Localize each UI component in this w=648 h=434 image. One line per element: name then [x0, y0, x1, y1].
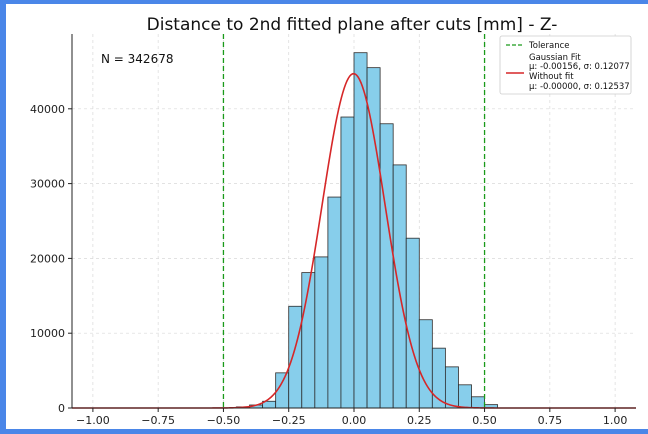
histogram-bar — [471, 396, 485, 409]
legend-gaussian-label: Gaussian Fit — [529, 53, 581, 63]
histogram-bars — [236, 52, 499, 409]
histogram-bar — [392, 164, 407, 409]
histogram-bar — [327, 196, 342, 409]
legend: Tolerance Gaussian Fit μ: -0.00156, σ: 0… — [499, 35, 632, 95]
y-tick-label: 20000 — [30, 252, 65, 265]
histogram-bar — [288, 305, 303, 409]
histogram-bar — [458, 384, 472, 409]
x-tick-label: 0.00 — [342, 414, 367, 427]
window-bottom-border — [0, 429, 648, 434]
legend-box — [499, 35, 632, 95]
y-tick-label: 0 — [58, 402, 65, 415]
x-tick-label: −0.50 — [207, 414, 241, 427]
legend-tolerance-label: Tolerance — [528, 41, 570, 51]
histogram-bar — [444, 366, 459, 409]
legend-gaussian-stats: μ: -0.00156, σ: 0.12077 — [529, 62, 630, 72]
histogram-bar — [353, 52, 368, 409]
histogram-bar — [405, 237, 420, 409]
histogram-bar — [366, 67, 381, 409]
x-tick-label: 0.25 — [407, 414, 432, 427]
tolerance-lines — [222, 34, 486, 408]
x-tick-label: 0.50 — [472, 414, 497, 427]
legend-without-fit-label: Without fit — [529, 72, 574, 82]
x-axis-ticks: −1.00 −0.75 −0.50 −0.25 0.00 0.25 0.50 0.75 1.00 — [76, 408, 627, 427]
window-top-border — [0, 0, 648, 4]
x-tick-label: −1.00 — [76, 414, 110, 427]
histogram-bar — [418, 319, 433, 409]
y-tick-label: 10000 — [30, 327, 65, 340]
histogram-bar — [379, 123, 394, 409]
sample-count-annotation: N = 342678 — [101, 52, 173, 66]
chart-title: Distance to 2nd fitted plane after cuts … — [147, 15, 558, 35]
y-axis-ticks: 0 10000 20000 30000 40000 — [30, 103, 72, 415]
legend-without-fit-stats: μ: -0.00000, σ: 0.12537 — [529, 82, 630, 92]
y-tick-label: 30000 — [30, 178, 65, 191]
x-tick-label: −0.75 — [141, 414, 175, 427]
x-tick-label: 1.00 — [603, 414, 628, 427]
x-tick-label: −0.25 — [272, 414, 306, 427]
histogram-bar — [314, 256, 329, 409]
x-tick-label: 0.75 — [538, 414, 563, 427]
y-tick-label: 40000 — [30, 103, 65, 116]
histogram-bar — [340, 116, 355, 409]
window-left-border — [0, 0, 6, 434]
